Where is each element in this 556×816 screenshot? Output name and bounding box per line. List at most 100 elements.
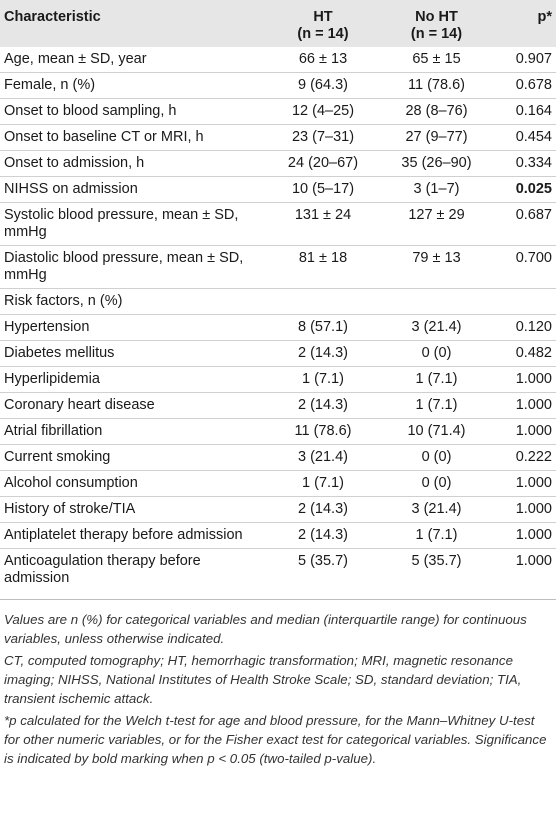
row-characteristic: Onset to baseline CT or MRI, h <box>4 129 204 145</box>
row-noht-value: 127 ± 29 <box>408 207 465 223</box>
table-row: Hypertension 8 (57.1) 3 (21.4) 0.120 <box>0 314 556 341</box>
header-ht-label: HT <box>313 9 333 25</box>
row-noht-value: 27 (9–77) <box>405 129 468 145</box>
row-noht-value: 1 (7.1) <box>415 371 458 387</box>
row-noht-value <box>379 289 494 315</box>
table-row: Diabetes mellitus 2 (14.3) 0 (0) 0.482 <box>0 340 556 367</box>
footnote-values: Values are n (%) for categorical variabl… <box>4 612 527 646</box>
row-ht-value: 131 ± 24 <box>294 207 352 223</box>
table-container: Characteristic HT (n = 14) No HT (n = 14… <box>0 0 556 768</box>
row-characteristic: Current smoking <box>4 449 111 465</box>
table-row: Age, mean ± SD, year 66 ± 13 65 ± 15 0.907 <box>0 47 556 73</box>
row-p-value: 0.164 <box>515 103 552 119</box>
row-noht-value: 0 (0) <box>421 449 452 465</box>
row-ht-value: 5 (35.7) <box>298 553 348 569</box>
header-p-label: p* <box>537 9 553 25</box>
row-p-value: 0.120 <box>515 319 552 335</box>
row-noht-value: 79 ± 13 <box>412 250 461 266</box>
header-characteristic-label: Characteristic <box>4 9 101 25</box>
row-characteristic: Alcohol consumption <box>4 475 138 491</box>
row-ht-value: 2 (14.3) <box>298 397 348 413</box>
table-row: Diastolic blood pressure, mean ± SD, mmH… <box>0 245 556 289</box>
row-characteristic: Age, mean ± SD, year <box>4 51 147 67</box>
row-noht-value: 5 (35.7) <box>411 553 462 569</box>
row-p-value: 1.000 <box>515 423 552 439</box>
header-p: p* <box>494 0 556 47</box>
row-noht-value: 35 (26–90) <box>401 155 472 171</box>
table-row: Systolic blood pressure, mean ± SD, mmHg… <box>0 202 556 246</box>
table-body: Age, mean ± SD, year 66 ± 13 65 ± 15 0.907 F… <box>0 47 556 591</box>
row-p-value: 1.000 <box>515 501 552 517</box>
row-noht-value: 0 (0) <box>421 475 452 491</box>
row-ht-value: 2 (14.3) <box>298 501 348 517</box>
table-row: Antiplatelet therapy before admission 2 (… <box>0 522 556 549</box>
row-ht-value: 23 (7–31) <box>291 129 355 145</box>
table-row: Female, n (%) 9 (64.3) 11 (78.6) 0.678 <box>0 72 556 99</box>
header-noht-n: (n = 14) <box>410 26 463 42</box>
table-row: History of stroke/TIA 2 (14.3) 3 (21.4) 1.0… <box>0 496 556 523</box>
row-characteristic: NIHSS on admission <box>4 181 138 197</box>
header-noht: No HT (n = 14) <box>379 0 494 47</box>
table-row: Hyperlipidemia 1 (7.1) 1 (7.1) 1.000 <box>0 366 556 393</box>
row-p-value: 0.907 <box>515 51 552 67</box>
row-noht-value: 10 (71.4) <box>407 423 466 439</box>
row-noht-value: 3 (21.4) <box>411 501 462 517</box>
row-p-value <box>494 289 556 315</box>
row-ht-value: 9 (64.3) <box>298 77 348 93</box>
row-ht-value <box>267 289 379 315</box>
row-noht-value: 1 (7.1) <box>415 527 458 543</box>
table-row: Onset to admission, h 24 (20–67) 35 (26–90… <box>0 150 556 177</box>
row-characteristic: Hyperlipidemia <box>4 371 100 387</box>
row-characteristic: Diabetes mellitus <box>4 345 115 361</box>
row-ht-value: 1 (7.1) <box>302 371 344 387</box>
row-ht-value: 2 (14.3) <box>298 345 348 361</box>
table-row: Coronary heart disease 2 (14.3) 1 (7.1) 1.0… <box>0 392 556 419</box>
row-ht-value: 3 (21.4) <box>298 449 348 465</box>
row-p-value: 1.000 <box>515 553 552 569</box>
row-characteristic: Onset to blood sampling, h <box>4 103 177 119</box>
header-row: Characteristic HT (n = 14) No HT (n = 14… <box>0 0 556 47</box>
row-ht-value: 2 (14.3) <box>298 527 348 543</box>
row-ht-value: 12 (4–25) <box>291 103 355 119</box>
row-ht-value: 66 ± 13 <box>298 51 348 67</box>
footnote-pvalue: *p calculated for the Welch t-test for a… <box>4 713 547 766</box>
header-ht-n: (n = 14) <box>297 26 349 42</box>
characteristics-table: Characteristic HT (n = 14) No HT (n = 14… <box>0 0 556 591</box>
row-p-value: 1.000 <box>515 397 552 413</box>
row-p-value: 0.334 <box>515 155 552 171</box>
row-characteristic: Onset to admission, h <box>4 155 145 171</box>
row-characteristic: Coronary heart disease <box>4 397 155 413</box>
row-p-value: 1.000 <box>515 371 552 387</box>
row-ht-value: 11 (78.6) <box>294 423 352 439</box>
row-p-value: 0.482 <box>515 345 552 361</box>
row-ht-value: 24 (20–67) <box>287 155 359 171</box>
table-row: NIHSS on admission 10 (5–17) 3 (1–7) 0.025 <box>0 176 556 203</box>
row-characteristic: Atrial fibrillation <box>4 423 103 439</box>
row-characteristic: Diastolic blood pressure, mean ± SD, mmH… <box>4 250 244 283</box>
table-row: Onset to blood sampling, h 12 (4–25) 28 (8… <box>0 98 556 125</box>
row-p-value: 0.678 <box>515 77 552 93</box>
row-p-value: 1.000 <box>515 475 552 491</box>
row-characteristic: History of stroke/TIA <box>4 501 136 517</box>
row-ht-value: 1 (7.1) <box>302 475 344 491</box>
header-ht: HT (n = 14) <box>267 0 379 47</box>
table-row: Onset to baseline CT or MRI, h 23 (7–31) 2… <box>0 124 556 151</box>
row-p-value: 0.687 <box>515 207 552 223</box>
table-row: Atrial fibrillation 11 (78.6) 10 (71.4) 1.0… <box>0 418 556 445</box>
row-p-value: 0.454 <box>515 129 552 145</box>
table-footnotes: Values are n (%) for categorical variabl… <box>0 599 556 768</box>
row-p-value: 1.000 <box>515 527 552 543</box>
row-p-value: 0.700 <box>515 250 552 266</box>
row-characteristic: Hypertension <box>4 319 90 335</box>
table-row: Alcohol consumption 1 (7.1) 0 (0) 1.000 <box>0 470 556 497</box>
row-characteristic: Risk factors, n (%) <box>4 293 123 309</box>
row-noht-value: 65 ± 15 <box>412 51 461 67</box>
row-noht-value: 0 (0) <box>421 345 452 361</box>
header-noht-label: No HT <box>415 9 458 25</box>
row-ht-value: 8 (57.1) <box>298 319 348 335</box>
row-characteristic: Female, n (%) <box>4 77 96 93</box>
table-row: Anticoagulation therapy before admission… <box>0 548 556 592</box>
table-header: Characteristic HT (n = 14) No HT (n = 14… <box>0 0 556 47</box>
row-noht-value: 3 (21.4) <box>411 319 462 335</box>
row-noht-value: 28 (8–76) <box>405 103 468 119</box>
